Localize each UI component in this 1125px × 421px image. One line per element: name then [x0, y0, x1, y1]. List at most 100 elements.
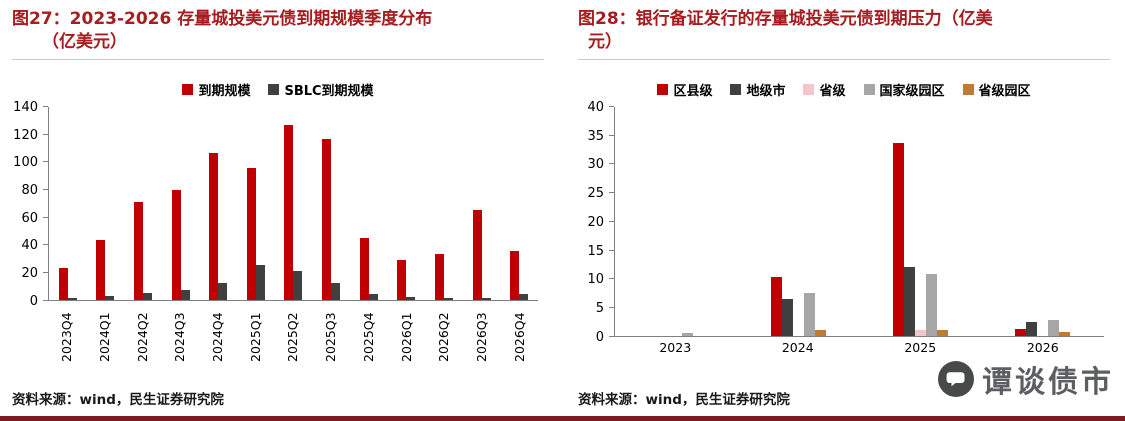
legend-swatch-icon	[962, 83, 974, 95]
x-tick-label: 2026Q1	[398, 312, 414, 362]
x-tick-label: 2026Q4	[511, 312, 527, 362]
bar	[443, 298, 453, 300]
bar-group	[463, 107, 501, 300]
wechat-logo-icon	[938, 361, 974, 397]
x-tick-label: 2025Q2	[285, 312, 301, 362]
legend-swatch-icon	[863, 83, 875, 95]
bar	[322, 139, 332, 300]
bar-group	[425, 107, 463, 300]
figure-28-title-line1: 图28：银行备证发行的存量城投美元债到期压力（亿美	[578, 9, 993, 29]
bar	[284, 125, 294, 300]
bar	[134, 201, 144, 300]
y-tick-label: 20	[21, 266, 38, 282]
x-axis-labels: 2023 2024 2025 2026	[614, 340, 1104, 355]
x-cell: 2024	[737, 340, 860, 355]
y-tick-label: 140	[13, 99, 38, 115]
x-tick-label: 2026Q2	[436, 312, 452, 362]
x-tick-label: 2024Q1	[97, 312, 113, 362]
bar-group	[49, 107, 87, 300]
x-cell: 2026	[982, 340, 1105, 355]
bar	[96, 240, 106, 300]
bar	[803, 293, 815, 336]
bar-group	[312, 107, 350, 300]
y-tick	[43, 216, 48, 218]
y-tick	[43, 133, 48, 135]
y-tick-label: 120	[13, 127, 38, 143]
bottom-red-rule	[0, 416, 1125, 421]
figure-27-panel: 图27：2023-2026 存量城投美元债到期规模季度分布 （亿美元） 到期规模…	[0, 0, 552, 421]
bar	[434, 254, 444, 300]
bar	[481, 298, 491, 300]
bar	[681, 333, 693, 336]
bar-group	[87, 107, 125, 300]
bar-group	[162, 107, 200, 300]
legend-item: 国家级园区	[863, 80, 945, 99]
watermark: 谭谈债市	[938, 357, 1114, 401]
y-tick	[609, 278, 614, 280]
legend-swatch-icon	[730, 83, 742, 95]
x-tick-label: 2026Q3	[473, 312, 489, 362]
figure-27-title: 图27：2023-2026 存量城投美元债到期规模季度分布 （亿美元）	[12, 8, 544, 54]
x-cell: 2025Q3	[312, 304, 350, 362]
x-tick-label: 2024Q3	[172, 312, 188, 362]
legend-item: SBLC到期规模	[268, 80, 374, 99]
bar	[1048, 319, 1060, 336]
bar-group	[199, 107, 237, 300]
x-tick-label: 2026	[1026, 339, 1059, 355]
x-cell: 2025Q4	[350, 304, 388, 362]
x-tick-label: 2023	[659, 339, 692, 355]
figure-27-chart: 到期规模 SBLC到期规模 0 20 40 60 80 100 120 140 2023Q4 2024…	[12, 80, 544, 362]
legend: 区县级 地级市 省级 国家级园区 省级园区	[578, 80, 1110, 99]
y-tick	[609, 192, 614, 194]
bar	[770, 276, 782, 336]
y-tick	[43, 105, 48, 107]
legend-item: 区县级	[657, 80, 712, 99]
legend-item: 地级市	[730, 80, 785, 99]
y-tick-label: 30	[587, 157, 604, 173]
bar-group	[124, 107, 162, 300]
y-tick	[43, 161, 48, 163]
x-cell: 2025	[859, 340, 982, 355]
legend-item: 省级园区	[962, 80, 1031, 99]
bar	[926, 274, 938, 336]
y-tick	[609, 134, 614, 136]
legend-item: 到期规模	[182, 80, 250, 99]
legend-label: 省级园区	[978, 83, 1031, 99]
y-tick-label: 0	[29, 293, 38, 309]
bar	[814, 330, 826, 336]
figure-28-title: 图28：银行备证发行的存量城投美元债到期压力（亿美 元）	[578, 8, 1110, 54]
bar	[67, 298, 77, 300]
figure-28-title-line2: 元）	[588, 31, 622, 52]
x-tick-label: 2025Q1	[247, 312, 263, 362]
legend-label: 地级市	[746, 83, 786, 99]
x-cell: 2024Q1	[86, 304, 124, 362]
y-tick-label: 35	[587, 128, 604, 144]
bar	[105, 295, 115, 300]
x-tick-label: 2025Q3	[323, 312, 339, 362]
figure-28-source: 资料来源：wind，民生证券研究院	[578, 392, 790, 408]
legend-label: 区县级	[673, 83, 713, 99]
y-tick-label: 5	[595, 301, 604, 317]
x-cell: 2025Q1	[236, 304, 274, 362]
legend-label: SBLC到期规模	[284, 83, 374, 99]
plot-area	[614, 106, 1104, 337]
y-axis: 0 20 40 60 80 100 120 140	[12, 100, 48, 309]
y-tick-label: 40	[21, 238, 38, 254]
title-divider	[578, 58, 1110, 60]
figure-27-title-line2: （亿美元）	[42, 31, 127, 52]
legend-item: 省级	[803, 80, 846, 99]
legend-label: 省级	[819, 83, 846, 99]
y-tick-label: 10	[587, 272, 604, 288]
figure-28-panel: 图28：银行备证发行的存量城投美元债到期压力（亿美 元） 区县级 地级市 省级 国家级…	[566, 0, 1118, 421]
y-tick	[609, 335, 614, 337]
y-tick-label: 25	[587, 186, 604, 202]
bar	[472, 209, 482, 300]
legend-label: 到期规模	[198, 83, 251, 99]
x-cell: 2025Q2	[274, 304, 312, 362]
plot-area	[48, 106, 538, 301]
bar	[255, 265, 265, 300]
bar	[1026, 321, 1038, 336]
x-tick-label: 2025Q4	[360, 312, 376, 362]
x-tick-label: 2024	[781, 339, 814, 355]
